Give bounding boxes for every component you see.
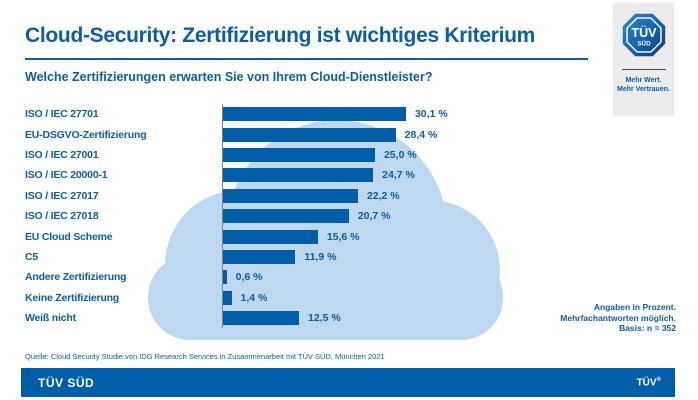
category-label: EU Cloud Scheme [25, 230, 113, 243]
bar-track: 22,2 % [222, 185, 675, 206]
note-unit: Angaben in Prozent. [593, 302, 676, 312]
category-label: ISO / IEC 27018 [25, 210, 99, 223]
chart-row: C5 11,9 % [25, 246, 675, 268]
category-label: ISO / IEC 27001 [25, 148, 99, 161]
bar [223, 147, 375, 162]
note-multi: Mehrfachantworten möglich. [560, 312, 676, 323]
bar [223, 270, 227, 285]
svg-text:SÜD: SÜD [637, 38, 651, 47]
bar [223, 107, 406, 122]
bar [223, 188, 358, 203]
category-label: C5 [25, 250, 39, 263]
value-label: 1,4 % [240, 291, 268, 304]
chart-row: ISO / IEC 27701 30,1 % [25, 104, 675, 125]
logo-tagline-line1: Mehr Wert. [625, 77, 662, 84]
title-underline [25, 58, 588, 60]
category-label: EU-DSGVO-Zertifizierung [25, 128, 147, 141]
bar-track: 12,5 % [222, 307, 675, 329]
bar [223, 249, 296, 264]
value-label: 15,6 % [326, 230, 360, 243]
bar [223, 290, 232, 305]
value-label: 25,0 % [383, 148, 417, 161]
chart-notes: Angaben in Prozent. Mehrfachantworten mö… [560, 302, 676, 334]
value-label: 28,4 % [404, 128, 438, 141]
chart-row: Weiß nicht 12,5 % [25, 307, 675, 329]
footer-bar: TÜV SÜD TÜV® [21, 368, 675, 397]
footer-trademark: TÜV® [636, 376, 661, 389]
tuv-sued-logo-icon: TÜV SÜD [622, 13, 665, 57]
logo-tagline-line2: Mehr Vertrauen. [617, 86, 670, 93]
bar-track: 25,0 % [222, 144, 675, 166]
chart-question: Welche Zertifizierungen erwarten Sie von… [25, 70, 433, 84]
bar-chart: ISO / IEC 27701 30,1 % EU-DSGVO-Zertifizie… [25, 104, 675, 329]
bar [223, 168, 374, 183]
bar-track: 1,4 % [222, 287, 675, 308]
value-label: 20,7 % [357, 210, 391, 223]
bar-track: 28,4 % [222, 124, 675, 145]
bar-track: 30,1 % [222, 104, 675, 125]
chart-row: ISO / IEC 27018 20,7 % [25, 205, 675, 227]
note-basis: Basis: n = 352 [619, 323, 676, 333]
chart-row: EU Cloud Scheme 15,6 % [25, 226, 675, 247]
category-label: ISO / IEC 27017 [25, 189, 99, 202]
chart-row: ISO / IEC 27001 25,0 % [25, 144, 675, 166]
bar-track: 24,7 % [222, 165, 675, 186]
value-label: 0,6 % [235, 271, 263, 284]
category-label: Andere Zertifizierung [25, 271, 127, 284]
category-label: ISO / IEC 20000-1 [25, 169, 108, 182]
chart-rows: ISO / IEC 27701 30,1 % EU-DSGVO-Zertifizie… [25, 104, 675, 329]
bar-track: 15,6 % [222, 226, 675, 247]
logo-divider [621, 69, 666, 70]
category-label: Weiß nicht [25, 312, 76, 325]
value-label: 24,7 % [382, 169, 415, 182]
category-label: Keine Zertifizierung [25, 291, 120, 304]
bar-track: 20,7 % [222, 205, 675, 227]
value-label: 12,5 % [307, 312, 341, 325]
chart-row: Andere Zertifizierung 0,6 % [25, 267, 675, 288]
source-line: Quelle: Cloud Security Studie von IDG Re… [25, 352, 385, 361]
chart-row: ISO / IEC 20000-1 24,7 % [25, 165, 675, 186]
bar-track: 11,9 % [222, 246, 675, 268]
category-label: ISO / IEC 27701 [25, 108, 99, 121]
bar-track: 0,6 % [222, 267, 675, 288]
footer-brand: TÜV SÜD [38, 375, 95, 390]
bar [223, 229, 318, 244]
value-label: 30,1 % [414, 108, 448, 121]
value-label: 22,2 % [366, 189, 400, 202]
page-title: Cloud-Security: Zertifizierung ist wicht… [25, 24, 536, 47]
bar [223, 311, 299, 326]
chart-row: ISO / IEC 27017 22,2 % [25, 185, 675, 206]
chart-row: Keine Zertifizierung 1,4 % [25, 287, 675, 308]
chart-row: EU-DSGVO-Zertifizierung 28,4 % [25, 124, 675, 145]
svg-text:TÜV: TÜV [631, 25, 657, 40]
value-label: 11,9 % [304, 250, 337, 263]
logo-panel: TÜV SÜD Mehr Wert. Mehr Vertrauen. [613, 3, 674, 116]
bar [223, 209, 349, 224]
bar [223, 127, 396, 142]
